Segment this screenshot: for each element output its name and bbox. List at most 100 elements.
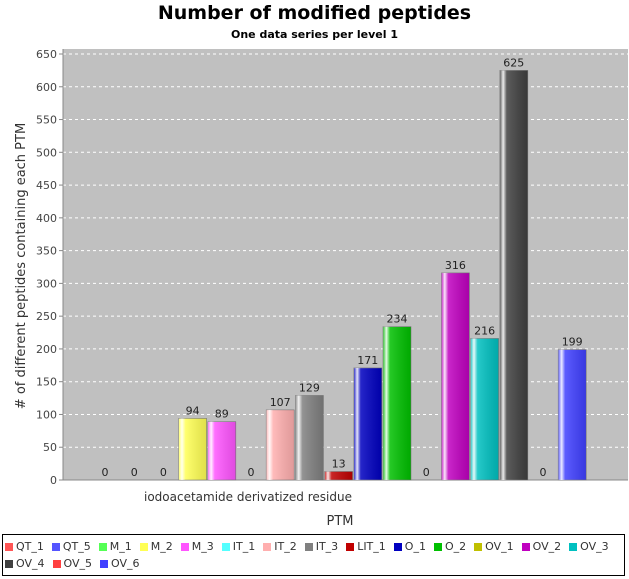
legend-label: IT_3 bbox=[315, 540, 339, 553]
data-label: 0 bbox=[102, 466, 109, 479]
legend-item: IT_2 bbox=[263, 538, 297, 555]
bar-highlight bbox=[470, 338, 499, 480]
legend-item: OV_5 bbox=[52, 555, 93, 572]
x-axis-label: PTM bbox=[327, 514, 354, 529]
data-label: 0 bbox=[131, 466, 138, 479]
y-tick-label: 250 bbox=[36, 310, 57, 323]
legend-swatch bbox=[52, 559, 61, 568]
legend-label: IT_2 bbox=[274, 540, 297, 553]
bar-highlight bbox=[383, 326, 411, 480]
y-tick-label: 650 bbox=[36, 48, 57, 61]
legend-item: IT_1 bbox=[221, 538, 256, 555]
legend-item: OV_2 bbox=[521, 538, 562, 555]
data-label: 0 bbox=[160, 466, 167, 479]
legend-label: IT_1 bbox=[232, 540, 256, 553]
data-label: 94 bbox=[186, 404, 200, 417]
legend-swatch bbox=[180, 542, 189, 551]
legend-label: O_2 bbox=[444, 540, 467, 553]
bar-highlight bbox=[207, 421, 236, 480]
bar-highlight bbox=[266, 409, 295, 480]
legend-item: OV_6 bbox=[100, 555, 140, 572]
legend-item: M_3 bbox=[180, 538, 214, 555]
y-tick-label: 600 bbox=[36, 81, 57, 94]
legend-swatch bbox=[433, 542, 442, 551]
y-tick-label: 200 bbox=[36, 343, 57, 356]
legend-swatch bbox=[393, 542, 402, 551]
y-tick-label: 400 bbox=[36, 212, 57, 225]
y-tick-label: 100 bbox=[36, 408, 57, 421]
legend-swatch bbox=[521, 542, 530, 551]
bar-highlight bbox=[295, 395, 324, 480]
legend-label: QT_1 bbox=[16, 540, 44, 553]
legend-label: QT_5 bbox=[62, 540, 91, 553]
legend-swatch bbox=[304, 542, 313, 551]
legend-label: O_1 bbox=[404, 540, 426, 553]
legend-label: OV_2 bbox=[532, 540, 562, 553]
bar-highlight bbox=[178, 418, 207, 480]
bar-highlight bbox=[353, 367, 382, 480]
legend-label: M_3 bbox=[191, 540, 214, 553]
data-label: 199 bbox=[562, 336, 583, 349]
legend-item: OV_1 bbox=[474, 538, 514, 555]
data-label: 216 bbox=[474, 324, 495, 337]
legend-item: OV_3 bbox=[569, 538, 609, 555]
legend-item: M_2 bbox=[139, 538, 173, 555]
y-tick-label: 550 bbox=[36, 114, 57, 127]
bar-chart: 050100150200250300350400450500550600650 … bbox=[14, 48, 628, 529]
data-labels: 0 0 0 94 89 0 107 129 13 171 234 0 316 216 625 0 199 bbox=[102, 56, 583, 479]
legend-label: M_1 bbox=[109, 540, 132, 553]
data-label: 107 bbox=[270, 396, 291, 409]
y-tick-label: 50 bbox=[43, 441, 57, 454]
legend: QT_1 QT_5 M_1 M_2 M_3 IT_1 IT_2 IT_3 LIT_1 O_1 O_2… bbox=[2, 534, 625, 576]
bar-highlight bbox=[324, 471, 353, 480]
data-label: 234 bbox=[387, 313, 408, 326]
legend-item: QT_1 bbox=[5, 538, 44, 555]
legend-label: OV_4 bbox=[16, 557, 45, 570]
data-label: 316 bbox=[445, 259, 466, 272]
legend-swatch bbox=[569, 542, 578, 551]
legend-swatch bbox=[474, 542, 483, 551]
data-label: 171 bbox=[357, 354, 378, 367]
y-tick-label: 300 bbox=[36, 277, 57, 290]
y-tick-label: 500 bbox=[36, 146, 57, 159]
legend-swatch bbox=[346, 542, 355, 551]
chart-subtitle: One data series per level 1 bbox=[230, 28, 399, 41]
bars bbox=[178, 70, 587, 481]
chart-title: Number of modified peptides bbox=[157, 2, 472, 24]
bar-highlight bbox=[499, 70, 528, 480]
data-label: 129 bbox=[299, 381, 320, 394]
y-tick-label: 150 bbox=[36, 376, 57, 389]
gridlines bbox=[63, 53, 628, 448]
legend-label: OV_3 bbox=[580, 540, 609, 553]
legend-item: OV_4 bbox=[5, 555, 45, 572]
data-label: 0 bbox=[248, 466, 255, 479]
y-axis-label: # of different peptides containing each … bbox=[14, 123, 29, 409]
legend-swatch bbox=[98, 542, 107, 551]
legend-item: O_2 bbox=[433, 538, 467, 555]
legend-swatch bbox=[51, 542, 60, 551]
legend-swatch bbox=[263, 542, 272, 551]
legend-label: OV_6 bbox=[111, 557, 140, 570]
data-label: 0 bbox=[423, 466, 430, 479]
data-label: 0 bbox=[540, 466, 547, 479]
y-tick-label: 0 bbox=[50, 474, 57, 487]
y-tick-label: 350 bbox=[36, 245, 57, 258]
y-tick-label: 450 bbox=[36, 179, 57, 192]
legend-item: QT_5 bbox=[51, 538, 91, 555]
legend-item: M_1 bbox=[98, 538, 132, 555]
legend-swatch bbox=[139, 542, 148, 551]
legend-label: OV_5 bbox=[63, 557, 93, 570]
category-label: iodoacetamide derivatized residue bbox=[144, 490, 352, 504]
legend-swatch bbox=[5, 542, 13, 551]
legend-label: M_2 bbox=[150, 540, 173, 553]
legend-label: LIT_1 bbox=[357, 540, 386, 553]
bar-highlight bbox=[558, 349, 587, 480]
legend-swatch bbox=[100, 559, 108, 568]
legend-swatch bbox=[5, 559, 13, 568]
data-label: 13 bbox=[332, 457, 346, 470]
data-label: 89 bbox=[215, 408, 229, 421]
legend-swatch bbox=[221, 542, 230, 551]
bar-highlight bbox=[441, 272, 470, 480]
legend-item: LIT_1 bbox=[346, 538, 386, 555]
legend-item: IT_3 bbox=[304, 538, 339, 555]
